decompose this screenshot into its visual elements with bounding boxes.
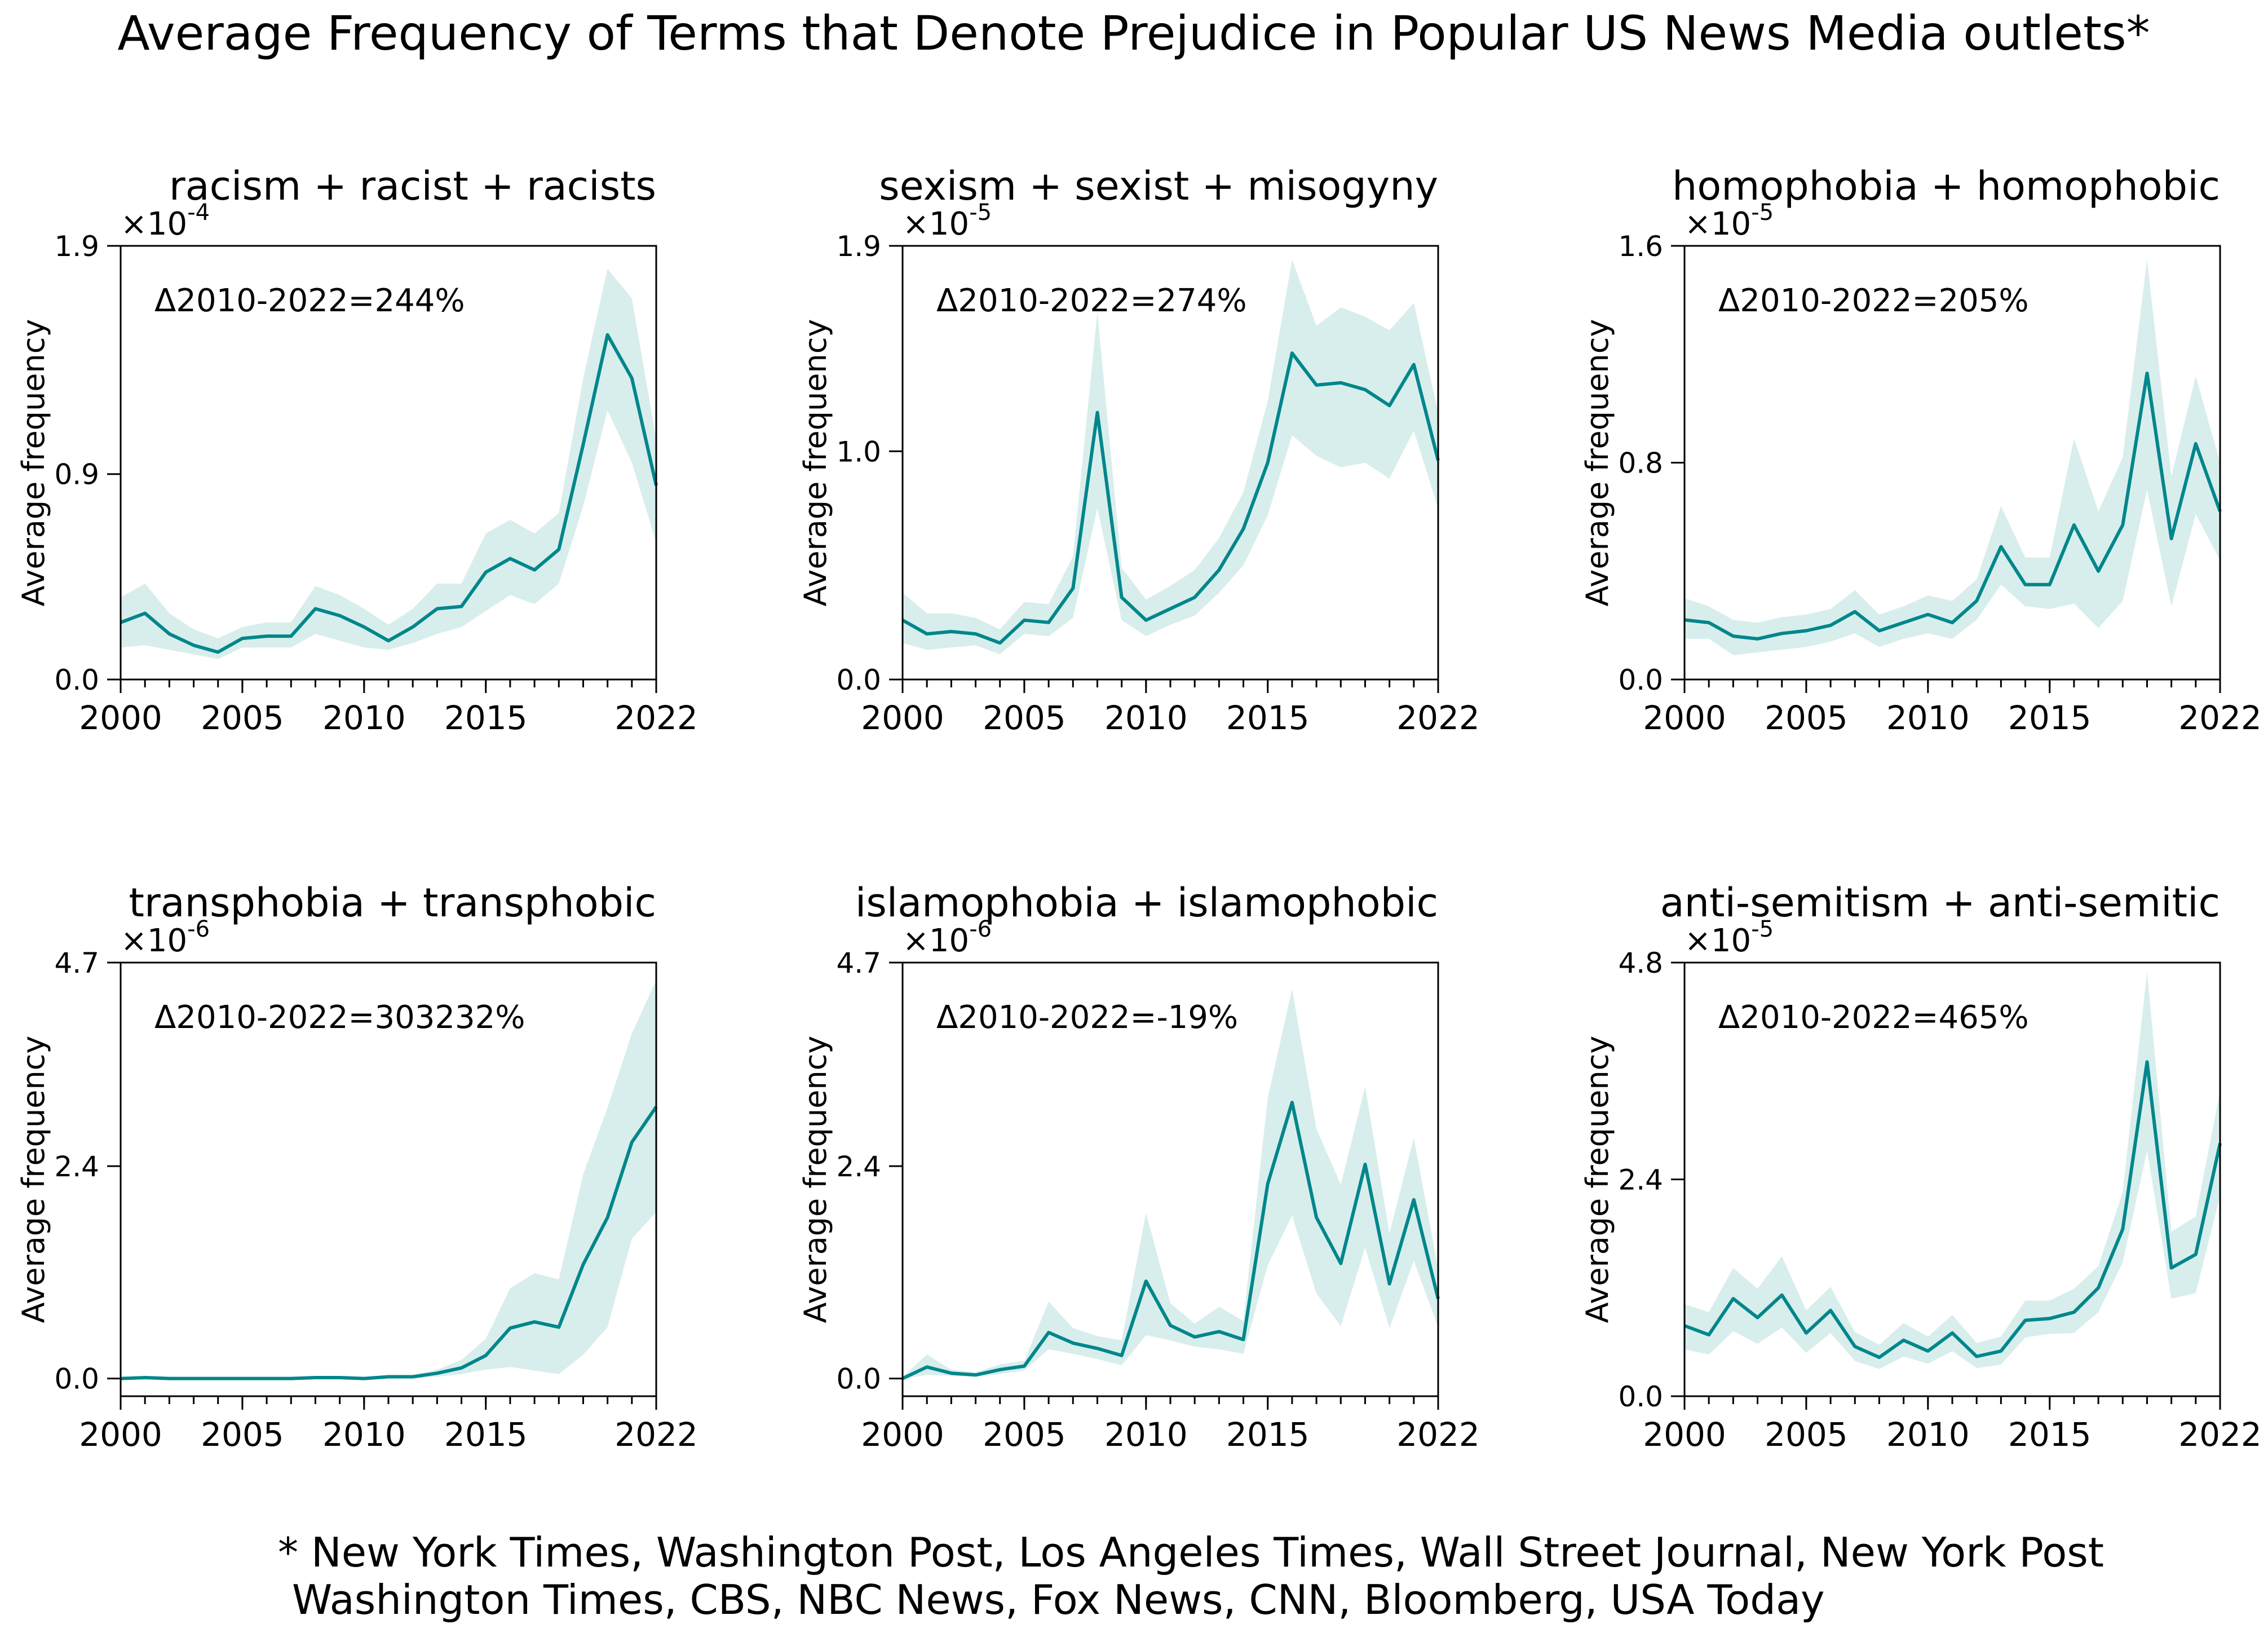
footnote-line-2: Washington Times, CBS, NBC News, Fox New… (292, 1576, 1825, 1623)
series-line (120, 1106, 658, 1380)
y-axis-label: Average frequency (1580, 319, 1615, 607)
confidence-band (1685, 259, 2220, 655)
series-line (120, 333, 658, 654)
y-tick-label: 1.9 (54, 230, 99, 263)
y-tick-label: 2.4 (836, 1150, 881, 1183)
delta-annotation: Δ2010-2022=205% (1718, 283, 2029, 319)
x-tick-label: 2015 (444, 699, 528, 737)
x-tick-label: 2005 (983, 699, 1066, 737)
x-tick-label: 2000 (79, 1415, 162, 1454)
y-tick-label: 1.9 (836, 230, 881, 263)
y-tick-label: 4.7 (836, 947, 881, 979)
y-axis-label: Average frequency (1580, 1036, 1615, 1323)
confidence-band (1685, 972, 2220, 1369)
scale-exponent: ×10-6 (903, 916, 992, 959)
y-tick-label: 0.0 (1618, 664, 1663, 696)
panel-6: 2000 2005 2010 2015 2022 0.0 2.4 4.8 ×10-5anti-s… (1580, 880, 2262, 1454)
x-tick-label: 2005 (201, 699, 284, 737)
x-tick-label: 2005 (1765, 1415, 1848, 1454)
series-line (901, 351, 1440, 645)
figure-title: Average Frequency of Terms that Denote P… (117, 6, 2150, 61)
x-tick-label: 2015 (2008, 1415, 2092, 1454)
y-tick-label: 0.0 (1618, 1380, 1663, 1413)
x-tick-label: 2022 (1396, 1415, 1480, 1454)
series-line (1683, 1060, 2222, 1360)
y-tick-label: 0.0 (836, 1363, 881, 1396)
x-tick-label: 2000 (79, 699, 162, 737)
panel-title: homophobia + homophobic (1672, 163, 2220, 209)
panel-title: islamophobia + islamophobic (855, 880, 1438, 926)
y-tick-label: 1.0 (836, 435, 881, 468)
panel-2: 2000 2005 2010 2015 2022 0.0 1.0 1.9 ×10-5sexism… (798, 163, 1480, 737)
confidence-band (121, 980, 656, 1379)
y-axis-label: Average frequency (16, 319, 51, 607)
panel-5: 2000 2005 2010 2015 2022 0.0 2.4 4.7 ×10-6islamo… (798, 880, 1480, 1454)
x-tick-label: 2010 (1104, 699, 1188, 737)
y-axis-label: Average frequency (16, 1036, 51, 1323)
panel-title: anti-semitism + anti-semitic (1660, 880, 2220, 926)
x-tick-label: 2005 (201, 1415, 284, 1454)
x-tick-label: 2000 (1643, 1415, 1726, 1454)
delta-annotation: Δ2010-2022=274% (936, 283, 1247, 319)
x-tick-label: 2015 (2008, 699, 2092, 737)
x-tick-label: 2015 (444, 1415, 528, 1454)
y-tick-label: 0.9 (54, 458, 99, 491)
delta-annotation: Δ2010-2022=244% (154, 283, 465, 319)
y-axis-label: Average frequency (798, 1036, 833, 1323)
y-tick-label: 4.7 (54, 947, 99, 979)
footnote-line-1: * New York Times, Washington Post, Los A… (278, 1529, 2104, 1576)
panel-title: transphobia + transphobic (129, 880, 656, 926)
delta-annotation: Δ2010-2022=-19% (936, 999, 1238, 1036)
scale-exponent: ×10-5 (1685, 916, 1774, 959)
panel-title: racism + racist + racists (169, 163, 656, 209)
x-tick-label: 2010 (1886, 699, 1970, 737)
y-axis-label: Average frequency (798, 319, 833, 607)
x-tick-label: 2010 (322, 1415, 406, 1454)
panel-1: 2000 2005 2010 2015 2022 0.0 0.9 1.9 ×10-4racism… (16, 163, 698, 737)
y-tick-label: 0.0 (836, 664, 881, 696)
y-tick-label: 2.4 (1618, 1164, 1663, 1197)
y-tick-label: 0.0 (54, 1363, 99, 1396)
x-tick-label: 2022 (614, 1415, 698, 1454)
delta-annotation: Δ2010-2022=303232% (154, 999, 525, 1036)
confidence-band (121, 268, 656, 659)
x-tick-label: 2022 (614, 699, 698, 737)
x-tick-label: 2005 (1765, 699, 1848, 737)
y-tick-label: 0.8 (1618, 447, 1663, 480)
x-tick-label: 2000 (1643, 699, 1726, 737)
x-tick-label: 2005 (983, 1415, 1066, 1454)
x-tick-label: 2010 (1886, 1415, 1970, 1454)
x-tick-label: 2010 (322, 699, 406, 737)
x-tick-label: 2010 (1104, 1415, 1188, 1454)
y-tick-label: 1.6 (1618, 230, 1663, 263)
panel-title: sexism + sexist + misogyny (879, 163, 1438, 209)
x-tick-label: 2015 (1226, 699, 1310, 737)
x-tick-label: 2000 (861, 699, 944, 737)
scale-exponent: ×10-5 (1685, 200, 1774, 242)
scale-exponent: ×10-5 (903, 200, 992, 242)
x-tick-label: 2015 (1226, 1415, 1310, 1454)
x-tick-label: 2000 (861, 1415, 944, 1454)
delta-annotation: Δ2010-2022=465% (1718, 999, 2029, 1036)
panel-4: 2000 2005 2010 2015 2022 0.0 2.4 4.7 ×10-6transp… (16, 880, 698, 1454)
series-line (1684, 371, 2222, 641)
x-tick-label: 2022 (1396, 699, 1480, 737)
chart-panels: 2000 2005 2010 2015 2022 0.0 0.9 1.9 ×10-4racism… (16, 163, 2262, 1454)
scale-exponent: ×10-4 (121, 200, 210, 242)
panel-3: 2000 2005 2010 2015 2022 0.0 0.8 1.6 ×10-5homoph… (1580, 163, 2262, 737)
y-tick-label: 0.0 (54, 664, 99, 696)
y-tick-label: 2.4 (54, 1150, 99, 1183)
y-tick-label: 4.8 (1618, 947, 1663, 979)
x-tick-label: 2022 (2178, 699, 2262, 737)
x-tick-label: 2022 (2178, 1415, 2262, 1454)
series-line (901, 1101, 1440, 1380)
confidence-band (903, 259, 1438, 655)
scale-exponent: ×10-6 (121, 916, 210, 959)
confidence-band (903, 989, 1438, 1379)
